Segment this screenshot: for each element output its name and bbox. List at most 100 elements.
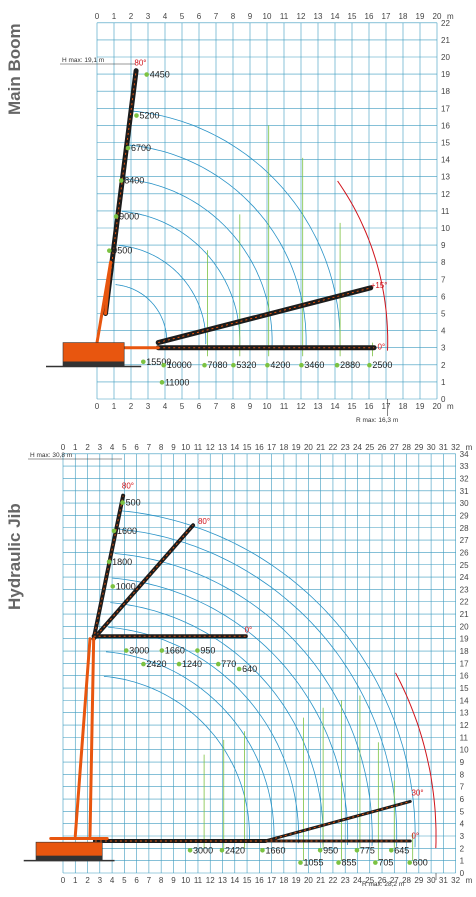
x-tick-label-bottom: 10 xyxy=(181,876,190,885)
y-tick-label: 29 xyxy=(460,511,469,520)
y-tick-label: 6 xyxy=(441,292,446,301)
angle-label: 0° xyxy=(245,626,253,635)
y-tick-label: 13 xyxy=(460,709,469,718)
load-value: 1800 xyxy=(112,557,132,567)
x-tick-label-bottom: 23 xyxy=(341,876,350,885)
load-value: 2420 xyxy=(225,845,245,855)
angle-label: 80° xyxy=(122,481,134,490)
load-point xyxy=(236,666,242,672)
y-tick-label: 12 xyxy=(460,721,469,730)
x-tick-label-top: 10 xyxy=(181,443,190,452)
load-point xyxy=(120,500,125,505)
x-tick-label-top: 2 xyxy=(129,12,134,21)
x-tick-label-bottom: 19 xyxy=(292,876,301,885)
y-tick-label: 17 xyxy=(460,659,469,668)
load-value: 950 xyxy=(200,646,215,656)
load-point xyxy=(219,847,225,853)
load-point xyxy=(110,584,116,589)
main-boom-chart: 0011223344556677889910101111121213131414… xyxy=(46,12,454,424)
boom-highlight xyxy=(265,801,411,842)
y-tick-label: 1 xyxy=(460,857,465,866)
load-value: 10000 xyxy=(167,360,192,370)
load-point xyxy=(317,847,323,853)
y-tick-label: 30 xyxy=(460,499,469,508)
x-tick-label-top: 17 xyxy=(267,443,276,452)
x-tick-label-top: 1 xyxy=(112,12,117,21)
x-tick-label-top: 11 xyxy=(280,12,289,21)
x-tick-label-bottom: 12 xyxy=(297,402,306,411)
y-tick-label: 10 xyxy=(441,224,450,233)
boom-arm xyxy=(88,637,96,838)
x-tick-label-top: 4 xyxy=(110,443,115,452)
rmax-label: R max: 28,2 m xyxy=(362,881,404,888)
load-point xyxy=(106,559,112,565)
load-point xyxy=(388,847,394,853)
x-tick-label-bottom: 26 xyxy=(378,876,387,885)
x-unit-top: m xyxy=(447,402,454,411)
x-tick-label-bottom: 18 xyxy=(279,876,288,885)
load-point xyxy=(118,178,124,183)
y-tick-label: 3 xyxy=(441,344,446,353)
load-value: 3000 xyxy=(193,845,213,855)
y-tick-label: 31 xyxy=(460,487,469,496)
x-tick-label-bottom: 13 xyxy=(314,402,323,411)
x-tick-label-bottom: 9 xyxy=(171,876,176,885)
y-tick-label: 27 xyxy=(460,536,469,545)
load-point xyxy=(187,847,193,853)
y-tick-label: 5 xyxy=(460,807,465,816)
y-tick-label: 28 xyxy=(460,524,469,533)
x-tick-label-bottom: 0 xyxy=(61,876,66,885)
y-tick-label: 7 xyxy=(441,275,446,284)
x-tick-label-top: 9 xyxy=(248,12,253,21)
hydraulic-jib-title: Hydraulic Jib xyxy=(5,503,24,610)
load-point xyxy=(123,648,129,653)
x-tick-label-top: 11 xyxy=(194,443,203,452)
load-value: 2420 xyxy=(146,659,166,669)
angle-label: +15° xyxy=(371,281,388,290)
y-tick-label: 18 xyxy=(460,647,469,656)
x-tick-label-top: 3 xyxy=(98,443,103,452)
reach-arc xyxy=(112,577,349,846)
load-point xyxy=(334,362,340,368)
y-tick-label: 5 xyxy=(441,310,446,319)
x-tick-label-top: 24 xyxy=(353,443,362,452)
reach-arc xyxy=(110,602,324,845)
x-tick-label-bottom: 31 xyxy=(439,876,448,885)
x-tick-label-top: 2 xyxy=(85,443,90,452)
hmax-label: H max: 19,1 m xyxy=(62,57,104,64)
x-tick-label-bottom: 32 xyxy=(451,876,460,885)
boom-highlight xyxy=(158,287,371,344)
load-point xyxy=(215,661,221,667)
x-tick-label-top: 8 xyxy=(159,443,164,452)
x-tick-label-bottom: 3 xyxy=(98,876,103,885)
y-tick-label: 9 xyxy=(460,758,465,767)
x-tick-label-bottom: 5 xyxy=(122,876,127,885)
reach-arc xyxy=(118,245,207,345)
reach-arc xyxy=(114,553,373,846)
x-tick-label-bottom: 2 xyxy=(129,402,134,411)
boom-highlight xyxy=(93,495,124,639)
x-unit-bottom: m xyxy=(466,443,473,452)
x-tick-label-top: 5 xyxy=(122,443,127,452)
x-tick-label-bottom: 7 xyxy=(214,402,219,411)
x-tick-label-bottom: 21 xyxy=(316,876,325,885)
y-tick-label: 33 xyxy=(460,462,469,471)
y-tick-label: 17 xyxy=(441,104,450,113)
y-tick-label: 0 xyxy=(460,869,465,878)
load-value: 5320 xyxy=(236,360,256,370)
x-tick-label-top: 20 xyxy=(304,443,313,452)
load-value: 1055 xyxy=(303,858,323,868)
load-value: 3460 xyxy=(304,360,324,370)
main-boom-title: Main Boom xyxy=(5,23,24,115)
y-tick-label: 4 xyxy=(460,820,465,829)
load-value: 855 xyxy=(342,858,357,868)
x-tick-label-bottom: 11 xyxy=(194,876,203,885)
crane-tracks xyxy=(63,361,125,367)
load-point xyxy=(336,860,341,865)
load-point xyxy=(298,860,303,865)
x-tick-label-top: 30 xyxy=(427,443,436,452)
angle-label: 80° xyxy=(134,59,146,68)
x-tick-label-bottom: 20 xyxy=(304,876,313,885)
y-tick-label: 9 xyxy=(441,241,446,250)
